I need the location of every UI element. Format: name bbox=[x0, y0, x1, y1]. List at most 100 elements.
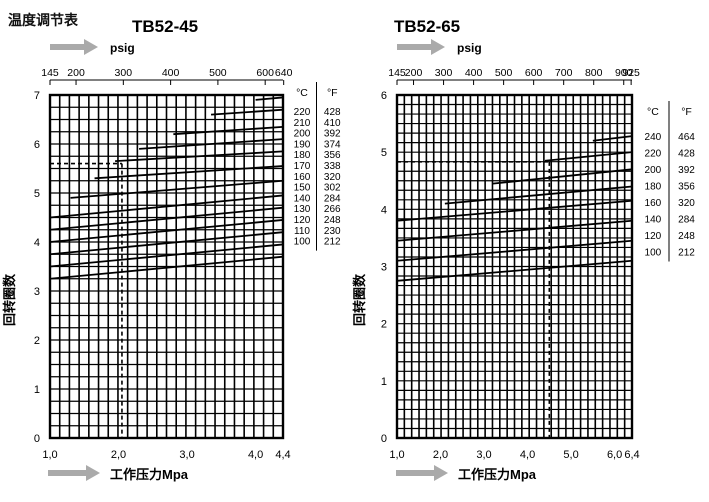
legend-fahrenheit: 356 bbox=[324, 150, 341, 161]
x-tick-label: 4,0 bbox=[248, 449, 263, 461]
x-tick-label: 5,0 bbox=[563, 449, 578, 461]
page-title: 温度调节表 bbox=[8, 13, 78, 29]
legend-fahrenheit: 212 bbox=[678, 248, 695, 259]
legend-fahrenheit: 212 bbox=[324, 237, 341, 248]
top-tick-label: 300 bbox=[435, 67, 453, 79]
psig-arrow bbox=[50, 39, 98, 55]
x-tick-label: 2,0 bbox=[111, 449, 126, 461]
psig-arrow bbox=[397, 39, 445, 55]
legend-celsius: 170 bbox=[294, 161, 311, 172]
top-tick-label: 200 bbox=[67, 67, 85, 79]
legend-celsius: 120 bbox=[645, 231, 662, 242]
legend-fahrenheit: 356 bbox=[678, 182, 695, 193]
legend-header-f: °F bbox=[681, 106, 692, 118]
top-tick-label: 500 bbox=[495, 67, 513, 79]
x-axis-label: 工作压力Mpa bbox=[458, 467, 537, 482]
legend-fahrenheit: 320 bbox=[324, 172, 341, 183]
legend-celsius: 150 bbox=[294, 183, 311, 194]
legend-celsius: 140 bbox=[294, 193, 311, 204]
series-line-190 bbox=[139, 138, 284, 150]
legend-celsius: 240 bbox=[645, 132, 662, 143]
y-tick-label: 2 bbox=[381, 319, 387, 331]
x-tick-label: 2,0 bbox=[433, 449, 448, 461]
x-tick-label: 3,0 bbox=[179, 449, 194, 461]
legend-fahrenheit: 338 bbox=[324, 161, 341, 172]
legend-header-c: °C bbox=[647, 106, 659, 118]
legend-celsius: 110 bbox=[294, 226, 310, 237]
secondary-axis-label: psig bbox=[110, 41, 135, 55]
series-line-170 bbox=[94, 165, 284, 180]
y-tick-label: 5 bbox=[34, 188, 40, 200]
legend-fahrenheit: 248 bbox=[678, 231, 695, 242]
legend-fahrenheit: 428 bbox=[324, 107, 341, 118]
series-line-220 bbox=[255, 96, 284, 101]
series-line-220 bbox=[544, 151, 633, 162]
legend-celsius: 120 bbox=[294, 215, 311, 226]
y-tick-label: 5 bbox=[381, 147, 387, 159]
legend-header-f: °F bbox=[327, 87, 338, 99]
legend-header-c: °C bbox=[296, 87, 308, 99]
legend-fahrenheit: 410 bbox=[324, 118, 341, 129]
y-axis-label: 回转圈数 bbox=[2, 273, 17, 326]
top-tick-label: 600 bbox=[256, 67, 274, 79]
top-tick-label: 300 bbox=[115, 67, 133, 79]
top-tick-label: 600 bbox=[525, 67, 543, 79]
y-tick-label: 7 bbox=[34, 90, 40, 102]
series-line-140 bbox=[396, 219, 633, 242]
legend-celsius: 160 bbox=[294, 172, 311, 183]
series-line-140 bbox=[49, 206, 284, 231]
series-line-180 bbox=[115, 150, 284, 163]
pressure-arrow bbox=[48, 465, 100, 481]
legend-fahrenheit: 392 bbox=[324, 129, 341, 140]
y-tick-label: 0 bbox=[34, 433, 40, 445]
legend-fahrenheit: 284 bbox=[324, 193, 341, 204]
series-line-200 bbox=[173, 125, 284, 136]
x-tick-label: 4,0 bbox=[520, 449, 535, 461]
y-tick-label: 6 bbox=[381, 90, 387, 102]
legend-fahrenheit: 320 bbox=[678, 198, 695, 209]
legend-celsius: 190 bbox=[294, 139, 311, 150]
x-tick-label: 1,0 bbox=[389, 449, 404, 461]
series-line-240 bbox=[592, 135, 633, 142]
top-tick-label: 400 bbox=[465, 67, 483, 79]
legend-celsius: 130 bbox=[294, 204, 311, 215]
legend-celsius: 220 bbox=[294, 107, 311, 118]
series-line-120 bbox=[396, 239, 633, 262]
top-tick-label: 500 bbox=[209, 67, 227, 79]
series-line-210 bbox=[210, 108, 284, 116]
chart-title: TB52-45 bbox=[132, 17, 198, 36]
legend-celsius: 100 bbox=[645, 248, 662, 259]
legend-celsius: 140 bbox=[645, 215, 662, 226]
legend-celsius: 160 bbox=[645, 198, 662, 209]
series-line-160 bbox=[70, 179, 284, 199]
top-tick-label: 400 bbox=[162, 67, 180, 79]
legend-fahrenheit: 266 bbox=[324, 204, 341, 215]
top-tick-label: 145 bbox=[388, 67, 406, 79]
x-tick-label: 4,4 bbox=[275, 449, 290, 461]
x-tick-label: 3,0 bbox=[476, 449, 491, 461]
series-line-200 bbox=[492, 168, 633, 185]
series-line-100 bbox=[396, 259, 633, 282]
y-tick-label: 2 bbox=[34, 335, 40, 347]
top-tick-label: 925 bbox=[622, 67, 640, 79]
legend-fahrenheit: 248 bbox=[324, 215, 341, 226]
series-line-100 bbox=[49, 255, 284, 280]
series-line-120 bbox=[49, 231, 284, 256]
y-tick-label: 0 bbox=[381, 433, 387, 445]
top-tick-label: 640 bbox=[275, 67, 293, 79]
y-tick-label: 1 bbox=[34, 384, 40, 396]
top-tick-label: 900 bbox=[615, 67, 633, 79]
chart-title: TB52-65 bbox=[394, 17, 460, 36]
y-tick-label: 3 bbox=[381, 262, 387, 274]
temperature-legend: °C °F 220 428 210 410 200 392 190 374 180 356 170 338… bbox=[294, 82, 341, 251]
legend-fahrenheit: 464 bbox=[678, 132, 695, 143]
legend-celsius: 200 bbox=[294, 129, 311, 140]
x-axis-label: 工作压力Mpa bbox=[110, 467, 189, 482]
legend-celsius: 180 bbox=[645, 182, 662, 193]
top-tick-label: 145 bbox=[41, 67, 59, 79]
y-axis-label: 回转圈数 bbox=[352, 273, 367, 326]
y-tick-label: 4 bbox=[381, 204, 387, 216]
y-tick-label: 6 bbox=[34, 139, 40, 151]
